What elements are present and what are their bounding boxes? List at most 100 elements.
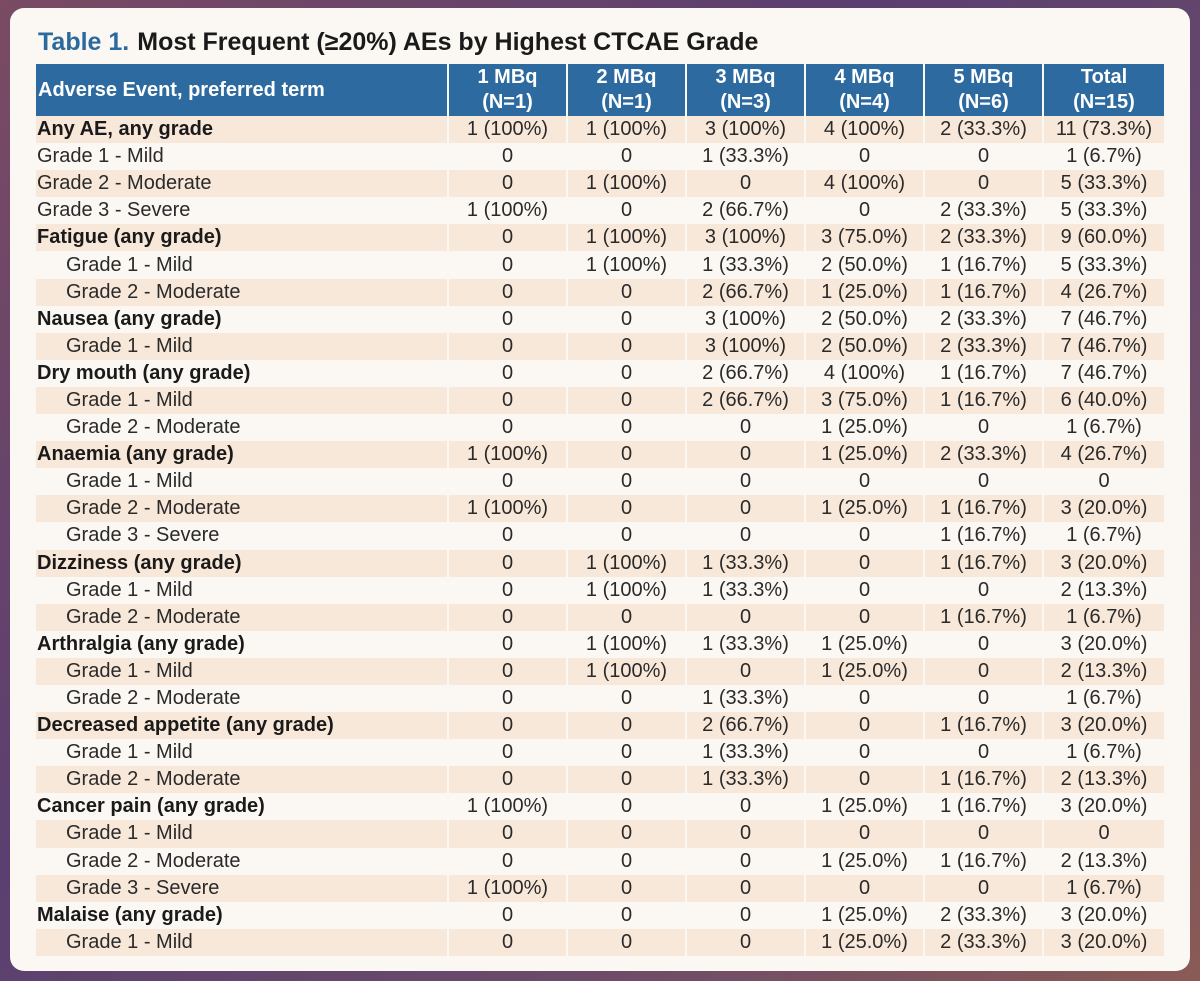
cell-2-mbq: 0 bbox=[566, 766, 686, 794]
cell-total: 7 (46.7%) bbox=[1042, 332, 1164, 360]
cell-5-mbq: 1 (16.7%) bbox=[923, 549, 1043, 577]
cell-5-mbq: 1 (16.7%) bbox=[923, 793, 1043, 821]
cell-4-mbq: 2 (50.0%) bbox=[804, 305, 924, 333]
table-row: Dizziness (any grade) 0 1 (100%) 1 (33.3%) 0… bbox=[36, 549, 1164, 577]
cell-2-mbq: 0 bbox=[566, 143, 686, 171]
ae-category-label: Nausea (any grade) bbox=[36, 305, 448, 333]
table-row: Grade 1 - Mild 0 0 0 0 0 0 bbox=[36, 468, 1164, 496]
cell-total: 3 (20.0%) bbox=[1042, 928, 1164, 956]
header-total-label: Total bbox=[1080, 66, 1128, 88]
cell-total: 11 (73.3%) bbox=[1042, 116, 1164, 144]
cell-2-mbq: 0 bbox=[566, 928, 686, 956]
cell-4-mbq: 3 (75.0%) bbox=[804, 386, 924, 415]
cell-3-mbq: 0 bbox=[685, 901, 805, 929]
cell-total: 2 (13.3%) bbox=[1042, 576, 1164, 604]
cell-1-mbq: 0 bbox=[447, 820, 567, 848]
cell-total: 7 (46.7%) bbox=[1042, 305, 1164, 333]
cell-1-mbq: 0 bbox=[447, 739, 567, 767]
table-row: Nausea (any grade) 0 0 3 (100%) 2 (50.0%) 2 (… bbox=[36, 305, 1164, 333]
cell-5-mbq: 2 (33.3%) bbox=[923, 901, 1043, 929]
cell-3-mbq: 3 (100%) bbox=[685, 305, 805, 333]
header-1-mbq-n: (N=1) bbox=[482, 91, 533, 113]
table-row: Grade 2 - Moderate 0 0 0 0 1 (16.7%) 1 (6.7%) bbox=[36, 603, 1164, 631]
ae-grade-label: Grade 3 - Severe bbox=[36, 522, 448, 550]
cell-2-mbq: 0 bbox=[566, 522, 686, 550]
ae-grade-label: Grade 2 - Moderate bbox=[36, 603, 448, 631]
cell-2-mbq: 1 (100%) bbox=[566, 116, 686, 144]
ae-grade-label: Grade 2 - Moderate bbox=[36, 495, 448, 523]
cell-total: 3 (20.0%) bbox=[1042, 495, 1164, 523]
cell-4-mbq: 0 bbox=[804, 874, 924, 902]
ae-grade-label: Grade 2 - Moderate bbox=[36, 766, 448, 794]
cell-4-mbq: 4 (100%) bbox=[804, 170, 924, 198]
cell-4-mbq: 0 bbox=[804, 820, 924, 848]
cell-5-mbq: 2 (33.3%) bbox=[923, 197, 1043, 225]
cell-1-mbq: 0 bbox=[447, 576, 567, 604]
cell-2-mbq: 1 (100%) bbox=[566, 549, 686, 577]
ae-grade-label: Grade 2 - Moderate bbox=[36, 278, 448, 306]
cell-2-mbq: 0 bbox=[566, 305, 686, 333]
cell-total: 2 (13.3%) bbox=[1042, 847, 1164, 875]
cell-3-mbq: 3 (100%) bbox=[685, 332, 805, 360]
cell-3-mbq: 0 bbox=[685, 170, 805, 198]
ae-category-label: Malaise (any grade) bbox=[36, 901, 448, 929]
cell-3-mbq: 0 bbox=[685, 928, 805, 956]
ae-grade-label: Grade 2 - Moderate bbox=[36, 414, 448, 442]
table-row: Grade 2 - Moderate 0 1 (100%) 0 4 (100%) 0 5 (… bbox=[36, 170, 1164, 198]
cell-2-mbq: 0 bbox=[566, 414, 686, 442]
cell-1-mbq: 0 bbox=[447, 278, 567, 306]
table-row: Grade 2 - Moderate 0 0 0 1 (25.0%) 0 1 (6.7%) bbox=[36, 414, 1164, 442]
ae-table: Adverse Event, preferred term 1 MBq (N=1)… bbox=[36, 64, 1164, 956]
table-row: Grade 1 - Mild 0 0 2 (66.7%) 3 (75.0%) 1 (16.… bbox=[36, 386, 1164, 415]
cell-1-mbq: 0 bbox=[447, 549, 567, 577]
header-4-mbq-dose: 4 MBq bbox=[834, 66, 895, 88]
table-title: Table 1. Most Frequent (≥20%) AEs by Hig… bbox=[36, 20, 1164, 64]
header-total: Total (N=15) bbox=[1042, 64, 1164, 116]
cell-3-mbq: 0 bbox=[685, 657, 805, 685]
cell-3-mbq: 1 (33.3%) bbox=[685, 251, 805, 279]
ae-grade-label: Grade 3 - Severe bbox=[36, 874, 448, 902]
cell-4-mbq: 1 (25.0%) bbox=[804, 495, 924, 523]
cell-2-mbq: 0 bbox=[566, 332, 686, 360]
cell-2-mbq: 0 bbox=[566, 197, 686, 225]
cell-4-mbq: 0 bbox=[804, 684, 924, 713]
ae-grade-label: Grade 2 - Moderate bbox=[36, 684, 448, 713]
cell-3-mbq: 2 (66.7%) bbox=[685, 359, 805, 387]
cell-1-mbq: 0 bbox=[447, 684, 567, 713]
cell-2-mbq: 0 bbox=[566, 684, 686, 713]
cell-3-mbq: 2 (66.7%) bbox=[685, 712, 805, 740]
ae-grade-label: Grade 1 - Mild bbox=[36, 928, 448, 956]
cell-4-mbq: 0 bbox=[804, 766, 924, 794]
ae-grade-label: Grade 1 - Mild bbox=[36, 468, 448, 496]
cell-5-mbq: 0 bbox=[923, 143, 1043, 171]
cell-3-mbq: 2 (66.7%) bbox=[685, 386, 805, 415]
cell-total: 2 (13.3%) bbox=[1042, 766, 1164, 794]
cell-total: 1 (6.7%) bbox=[1042, 522, 1164, 550]
cell-1-mbq: 1 (100%) bbox=[447, 495, 567, 523]
cell-5-mbq: 2 (33.3%) bbox=[923, 928, 1043, 956]
cell-total: 6 (40.0%) bbox=[1042, 386, 1164, 415]
cell-4-mbq: 0 bbox=[804, 522, 924, 550]
cell-3-mbq: 0 bbox=[685, 603, 805, 631]
cell-3-mbq: 0 bbox=[685, 414, 805, 442]
table-row: Decreased appetite (any grade) 0 0 2 (66.7%… bbox=[36, 712, 1164, 740]
cell-2-mbq: 0 bbox=[566, 468, 686, 496]
table-row: Fatigue (any grade) 0 1 (100%) 3 (100%) 3 (7… bbox=[36, 224, 1164, 252]
ae-category-label: Anaemia (any grade) bbox=[36, 441, 448, 469]
table-row: Malaise (any grade) 0 0 0 1 (25.0%) 2 (33.3%)… bbox=[36, 901, 1164, 929]
cell-5-mbq: 0 bbox=[923, 170, 1043, 198]
cell-5-mbq: 1 (16.7%) bbox=[923, 495, 1043, 523]
cell-1-mbq: 0 bbox=[447, 332, 567, 360]
cell-4-mbq: 1 (25.0%) bbox=[804, 414, 924, 442]
cell-5-mbq: 2 (33.3%) bbox=[923, 332, 1043, 360]
cell-5-mbq: 0 bbox=[923, 414, 1043, 442]
cell-3-mbq: 0 bbox=[685, 522, 805, 550]
cell-5-mbq: 2 (33.3%) bbox=[923, 441, 1043, 469]
ae-grade-label: Grade 1 - Mild bbox=[36, 143, 448, 171]
cell-total: 3 (20.0%) bbox=[1042, 793, 1164, 821]
cell-5-mbq: 0 bbox=[923, 468, 1043, 496]
table-title-text: Most Frequent (≥20%) AEs by Highest CTCA… bbox=[137, 27, 759, 56]
header-1-mbq-dose: 1 MBq bbox=[477, 66, 538, 88]
table-row: Cancer pain (any grade) 1 (100%) 0 0 1 (25.0… bbox=[36, 793, 1164, 821]
cell-total: 1 (6.7%) bbox=[1042, 684, 1164, 713]
